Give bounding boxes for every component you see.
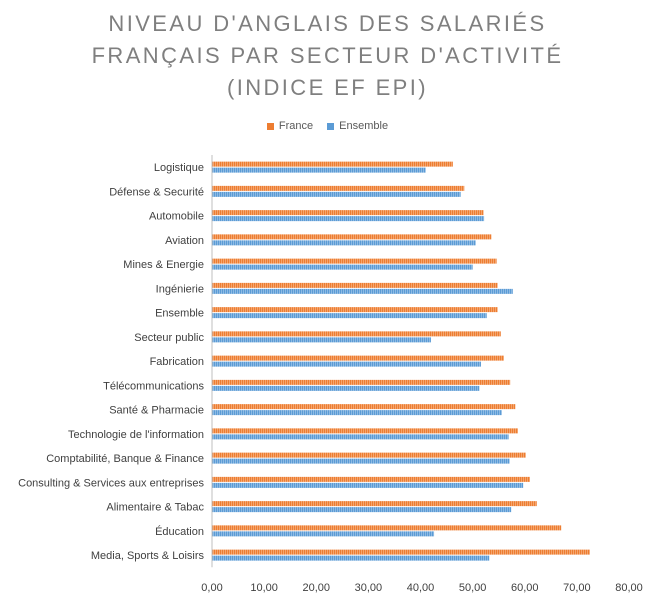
category-label: Automobile — [149, 211, 204, 223]
bar-ensemble — [212, 167, 426, 173]
bar-france — [212, 355, 504, 361]
chart-title-line-3: (INDICE EF EPI) — [226, 75, 428, 100]
bar-france — [212, 210, 484, 216]
bar-ensemble — [212, 410, 502, 416]
chart-title-line-2: FRANÇAIS PAR SECTEUR D'ACTIVITÉ — [91, 43, 564, 68]
chart-title-line-1: NIVEAU D'ANGLAIS DES SALARIÉS — [108, 11, 547, 36]
bar-france — [212, 404, 516, 410]
category-label: Comptabilité, Banque & Finance — [46, 453, 204, 465]
x-tick-label: 40,00 — [407, 582, 435, 594]
bar-france — [212, 185, 465, 191]
legend-item-france: France — [266, 120, 314, 132]
legend-swatch-france — [266, 122, 274, 130]
bar-france — [212, 161, 453, 167]
category-label: Défense & Securité — [109, 186, 204, 198]
x-tick-label: 30,00 — [355, 582, 383, 594]
x-tick-label: 10,00 — [250, 582, 278, 594]
bar-ensemble — [212, 288, 513, 294]
bar-france — [212, 428, 518, 434]
bar-ensemble — [212, 482, 524, 488]
category-label: Fabrication — [150, 356, 204, 368]
x-tick-label: 70,00 — [563, 582, 591, 594]
legend-label-ensemble: Ensemble — [339, 120, 389, 132]
chart-legend: France Ensemble — [0, 120, 655, 132]
legend-label-france: France — [278, 120, 314, 132]
bar-ensemble — [212, 361, 481, 367]
bar-france — [212, 307, 498, 313]
category-label: Consulting & Services aux entreprises — [18, 477, 204, 489]
bar-ensemble — [212, 385, 480, 391]
category-label: Secteur public — [134, 332, 204, 344]
x-tick-label: 50,00 — [459, 582, 487, 594]
bar-ensemble — [212, 555, 490, 561]
bar-ensemble — [212, 434, 509, 440]
bar-france — [212, 331, 501, 337]
category-label: Aviation — [165, 235, 204, 247]
bar-ensemble — [212, 240, 476, 246]
bar-ensemble — [212, 191, 461, 197]
category-label: Alimentaire & Tabac — [106, 502, 204, 514]
bar-ensemble — [212, 216, 485, 222]
category-label: Logistique — [154, 162, 204, 174]
category-label: Technologie de l'information — [68, 429, 204, 441]
bar-ensemble — [212, 507, 512, 513]
bar-ensemble — [212, 264, 473, 270]
bar-ensemble — [212, 458, 510, 464]
x-tick-label: 80,00 — [615, 582, 643, 594]
x-tick-label: 60,00 — [511, 582, 539, 594]
bar-france — [212, 258, 497, 264]
category-label: Santé & Pharmacie — [109, 405, 204, 417]
chart-title: NIVEAU D'ANGLAIS DES SALARIÉS FRANÇAIS P… — [0, 8, 655, 104]
category-label: Media, Sports & Loisirs — [91, 550, 205, 562]
bar-france — [212, 501, 537, 507]
bar-ensemble — [212, 313, 487, 319]
category-label: Éducation — [155, 525, 204, 538]
bar-france — [212, 282, 498, 288]
legend-swatch-ensemble — [327, 122, 335, 130]
category-label: Ingénierie — [156, 283, 204, 295]
category-label: Ensemble — [155, 308, 204, 320]
bar-france — [212, 452, 526, 458]
x-tick-label: 20,00 — [302, 582, 330, 594]
category-label: Télécommunications — [103, 380, 204, 392]
bar-france — [212, 379, 511, 385]
category-label: Mines & Energie — [123, 259, 204, 271]
bar-france — [212, 234, 492, 240]
bar-france — [212, 549, 590, 555]
bar-france — [212, 476, 530, 482]
bar-ensemble — [212, 531, 435, 537]
legend-item-ensemble: Ensemble — [327, 120, 388, 132]
bar-france — [212, 525, 562, 531]
x-tick-label: 0,00 — [201, 582, 222, 594]
bar-ensemble — [212, 337, 431, 343]
